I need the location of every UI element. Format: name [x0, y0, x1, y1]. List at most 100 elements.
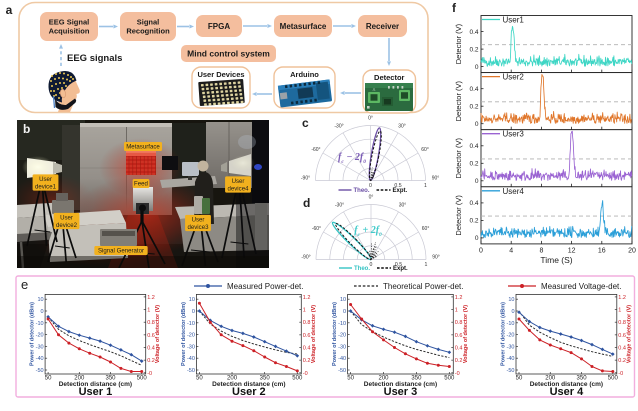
svg-text:1.2: 1.2 [303, 295, 311, 301]
svg-text:Theo.: Theo. [354, 188, 370, 194]
svg-text:0.4: 0.4 [147, 346, 155, 352]
svg-text:10: 10 [508, 297, 514, 303]
svg-text:500: 500 [137, 375, 148, 381]
svg-text:-40: -40 [338, 356, 346, 362]
svg-text:Expt.: Expt. [393, 266, 408, 272]
svg-text:-50: -50 [507, 368, 515, 374]
svg-text:0: 0 [475, 64, 479, 71]
svg-text:Acquisition: Acquisition [49, 27, 90, 36]
svg-text:User3: User3 [503, 130, 525, 139]
svg-text:0.6: 0.6 [455, 333, 463, 339]
svg-text:-10: -10 [187, 321, 195, 327]
svg-text:EEG Signal: EEG Signal [49, 18, 89, 27]
svg-text:-10: -10 [507, 321, 515, 327]
svg-text:User2: User2 [503, 73, 525, 82]
svg-text:-30: -30 [36, 344, 44, 350]
svg-text:Power of detector (dBm): Power of detector (dBm) [501, 302, 507, 366]
svg-text:Detector (V): Detector (V) [454, 195, 463, 236]
svg-text:0: 0 [475, 121, 479, 128]
svg-text:0: 0 [475, 178, 479, 185]
svg-text:0.2: 0.2 [303, 358, 311, 364]
svg-text:Power of detector (dBm): Power of detector (dBm) [30, 302, 36, 366]
svg-text:Detector: Detector [374, 73, 405, 82]
svg-text:-10: -10 [36, 321, 44, 327]
svg-text:Metasurface: Metasurface [280, 22, 327, 31]
svg-text:d: d [303, 196, 310, 210]
svg-text:0: 0 [41, 309, 44, 315]
svg-text:0.4: 0.4 [469, 29, 478, 36]
svg-text:10: 10 [189, 297, 195, 303]
svg-text:12: 12 [568, 247, 576, 254]
svg-text:Detection distance (cm): Detection distance (cm) [59, 381, 132, 388]
svg-text:10: 10 [37, 297, 43, 303]
svg-text:e: e [21, 277, 28, 292]
svg-text:fc − 2f0: fc − 2f0 [338, 152, 366, 165]
svg-text:30°: 30° [399, 203, 407, 209]
svg-text:90°: 90° [432, 176, 440, 182]
svg-text:-30°: -30° [335, 203, 344, 209]
svg-text:Detector (V): Detector (V) [454, 23, 463, 64]
svg-text:Metasurface: Metasurface [126, 144, 160, 151]
svg-text:f: f [452, 1, 457, 15]
svg-text:device2: device2 [56, 222, 78, 229]
svg-text:0: 0 [479, 247, 483, 254]
svg-text:200: 200 [227, 375, 238, 381]
svg-text:Power of detector (dBm): Power of detector (dBm) [332, 302, 338, 366]
svg-text:-40: -40 [187, 356, 195, 362]
svg-text:-40: -40 [507, 356, 515, 362]
svg-text:-20: -20 [338, 333, 346, 339]
svg-text:Voltage of detector (V): Voltage of detector (V) [463, 305, 469, 363]
svg-text:0.8: 0.8 [618, 320, 626, 326]
svg-text:device1: device1 [35, 183, 57, 190]
svg-text:-30°: -30° [334, 124, 343, 130]
svg-text:350: 350 [411, 375, 422, 381]
svg-text:Measured Power-det.: Measured Power-det. [227, 282, 303, 291]
svg-text:-0: -0 [303, 371, 308, 377]
svg-text:0: 0 [343, 309, 346, 315]
svg-text:1: 1 [455, 308, 458, 314]
svg-text:Signal Generator: Signal Generator [98, 248, 144, 255]
svg-text:Receiver: Receiver [366, 22, 399, 31]
svg-text:a: a [6, 3, 13, 17]
svg-text:User Devices: User Devices [197, 70, 244, 79]
svg-text:-10: -10 [338, 321, 346, 327]
svg-text:500: 500 [608, 375, 619, 381]
svg-text:16: 16 [598, 247, 606, 254]
svg-text:200: 200 [545, 375, 556, 381]
svg-text:0.4: 0.4 [469, 200, 478, 207]
svg-text:User: User [60, 215, 73, 222]
svg-text:Detection distance (cm): Detection distance (cm) [530, 381, 603, 388]
svg-text:Theoretical Power-det.: Theoretical Power-det. [383, 282, 463, 291]
svg-text:Voltage of detector (V): Voltage of detector (V) [626, 305, 632, 363]
svg-text:-0: -0 [147, 371, 152, 377]
svg-text:0.4: 0.4 [303, 346, 311, 352]
svg-text:0°: 0° [368, 115, 373, 121]
svg-text:-20: -20 [36, 333, 44, 339]
svg-text:8: 8 [539, 247, 543, 254]
svg-text:60°: 60° [421, 147, 429, 153]
svg-text:User: User [232, 178, 245, 185]
svg-text:350: 350 [260, 375, 271, 381]
svg-text:350: 350 [105, 375, 116, 381]
svg-text:Detection distance (cm): Detection distance (cm) [364, 381, 437, 388]
svg-text:0.5: 0.5 [395, 262, 402, 268]
svg-text:0.6: 0.6 [618, 333, 626, 339]
svg-text:200: 200 [74, 375, 85, 381]
svg-text:0.8: 0.8 [147, 320, 155, 326]
svg-text:20: 20 [628, 247, 636, 254]
svg-text:1: 1 [303, 308, 306, 314]
svg-text:Detector (V): Detector (V) [454, 80, 463, 121]
svg-text:1.2: 1.2 [455, 295, 463, 301]
svg-text:0.2: 0.2 [469, 218, 478, 225]
svg-text:Arduino: Arduino [290, 70, 319, 79]
svg-text:-30: -30 [507, 344, 515, 350]
svg-text:-50: -50 [338, 368, 346, 374]
svg-text:Feed: Feed [134, 181, 148, 188]
svg-text:EEG signals: EEG signals [67, 53, 122, 64]
svg-text:0.8: 0.8 [455, 320, 463, 326]
svg-text:User: User [192, 217, 205, 224]
svg-text:User: User [39, 176, 52, 183]
svg-text:0.2: 0.2 [618, 358, 626, 364]
svg-text:-90°: -90° [301, 176, 310, 182]
svg-text:0.6: 0.6 [147, 333, 155, 339]
